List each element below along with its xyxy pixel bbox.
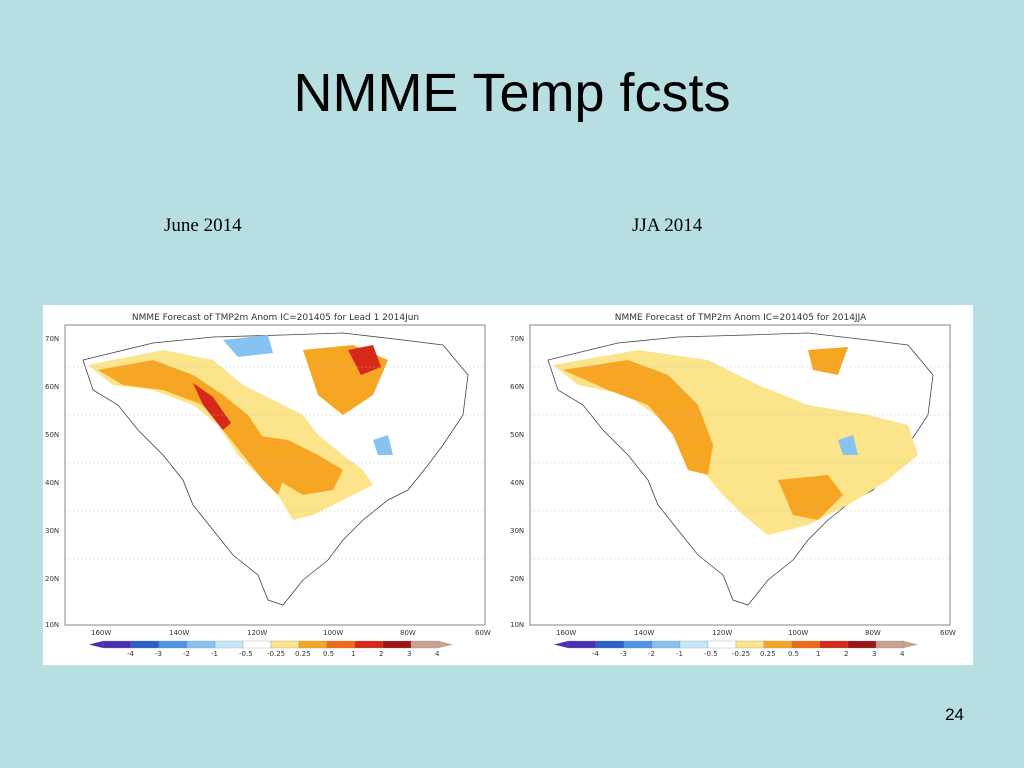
colorbar-swatch — [130, 640, 160, 649]
lon-label: 120W — [712, 629, 732, 637]
colorbar-label: 3 — [407, 650, 411, 658]
colorbar-label: 3 — [872, 650, 876, 658]
colorbar-swatch — [735, 640, 765, 649]
colorbar-swatch — [707, 640, 737, 649]
map-title: NMME Forecast of TMP2m Anom IC=201405 fo… — [131, 313, 420, 323]
lon-label: 140W — [634, 629, 654, 637]
lat-label: 30N — [510, 527, 524, 535]
colorbar-left-arrow — [89, 641, 103, 648]
lon-label: 80W — [400, 629, 416, 637]
forecast-map: 70N 60N 50N 40N 30N 20N 10N 160W 140W 12… — [510, 324, 956, 658]
colorbar-swatch — [382, 640, 412, 649]
lat-label: 50N — [45, 431, 59, 439]
panel-caption-june: June 2014 — [164, 215, 242, 236]
colorbar-swatch — [186, 640, 216, 649]
colorbar-label: -4 — [592, 650, 600, 658]
colorbar-label: 2 — [379, 650, 383, 658]
colorbar-label: 0.25 — [295, 650, 311, 658]
forecast-map: 70N 60N 50N 40N 30N 20N 10N 160W 140W 12… — [45, 324, 491, 658]
lat-label: 50N — [510, 431, 524, 439]
colorbar-swatch — [847, 640, 877, 649]
map-title: NMME Forecast of TMP2m Anom IC=201405 fo… — [614, 313, 867, 323]
colorbar-left-arrow — [554, 641, 568, 648]
slide-number: 24 — [945, 705, 964, 724]
colorbar-label: -3 — [155, 650, 162, 658]
colorbar-swatch — [791, 640, 821, 649]
colorbar-right-arrow — [904, 641, 918, 648]
lat-label: 40N — [45, 479, 59, 487]
colorbar-label: -4 — [127, 650, 135, 658]
colorbar-swatch — [623, 640, 653, 649]
lon-label: 100W — [323, 629, 343, 637]
colorbar-swatch — [214, 640, 244, 649]
colorbar-label: -0.5 — [704, 650, 718, 658]
lon-label: 120W — [247, 629, 267, 637]
colorbar-swatch — [326, 640, 356, 649]
map-panel-jja: NMME Forecast of TMP2m Anom IC=201405 fo… — [508, 305, 973, 665]
lon-label: 140W — [169, 629, 189, 637]
colorbar-label: -0.25 — [732, 650, 750, 658]
colorbar-label: -0.5 — [239, 650, 253, 658]
lon-label: 60W — [940, 629, 956, 637]
colorbar-label: -0.25 — [267, 650, 285, 658]
lat-label: 60N — [45, 383, 59, 391]
colorbar-label: 4 — [900, 650, 905, 658]
colorbar-swatch — [567, 640, 597, 649]
colorbar-swatch — [270, 640, 300, 649]
colorbar-swatch — [410, 640, 440, 649]
colorbar-label: -3 — [620, 650, 627, 658]
colorbar: -4 -3 -2 -1 -0.5 -0.25 0.25 0.5 1 2 3 4 — [554, 640, 918, 658]
colorbar-label: 0.25 — [760, 650, 776, 658]
lat-label: 40N — [510, 479, 524, 487]
lat-label: 30N — [45, 527, 59, 535]
colorbar-swatch — [242, 640, 272, 649]
colorbar-swatch — [298, 640, 328, 649]
colorbar-swatch — [875, 640, 905, 649]
colorbar-swatch — [651, 640, 681, 649]
colorbar-swatch — [158, 640, 188, 649]
colorbar-label: 0.5 — [323, 650, 334, 658]
lon-label: 160W — [91, 629, 111, 637]
colorbar-label: -1 — [211, 650, 218, 658]
colorbar-label: -2 — [648, 650, 655, 658]
lat-label: 20N — [510, 575, 524, 583]
lat-label: 10N — [510, 621, 524, 629]
lat-label: 60N — [510, 383, 524, 391]
colorbar-label: 4 — [435, 650, 440, 658]
colorbar-right-arrow — [439, 641, 453, 648]
colorbar-swatch — [595, 640, 625, 649]
lat-label: 70N — [510, 335, 524, 343]
colorbar-label: 0.5 — [788, 650, 799, 658]
lon-label: 60W — [475, 629, 491, 637]
colorbar: -4 -3 -2 -1 -0.5 -0.25 0.25 0.5 1 2 3 4 — [89, 640, 453, 658]
panel-caption-jja: JJA 2014 — [632, 215, 703, 236]
colorbar-label: 1 — [816, 650, 820, 658]
colorbar-label: 2 — [844, 650, 848, 658]
colorbar-swatch — [819, 640, 849, 649]
lat-label: 10N — [45, 621, 59, 629]
lon-label: 100W — [788, 629, 808, 637]
colorbar-swatch — [679, 640, 709, 649]
colorbar-swatch — [354, 640, 384, 649]
lon-label: 160W — [556, 629, 576, 637]
colorbar-label: -1 — [676, 650, 683, 658]
slide-title: NMME Temp fcsts — [293, 63, 731, 123]
colorbar-label: 1 — [351, 650, 355, 658]
map-panel-june: NMME Forecast of TMP2m Anom IC=201405 fo… — [43, 305, 508, 665]
lon-label: 80W — [865, 629, 881, 637]
colorbar-label: -2 — [183, 650, 190, 658]
lat-label: 20N — [45, 575, 59, 583]
colorbar-swatch — [763, 640, 793, 649]
lat-label: 70N — [45, 335, 59, 343]
colorbar-swatch — [102, 640, 132, 649]
